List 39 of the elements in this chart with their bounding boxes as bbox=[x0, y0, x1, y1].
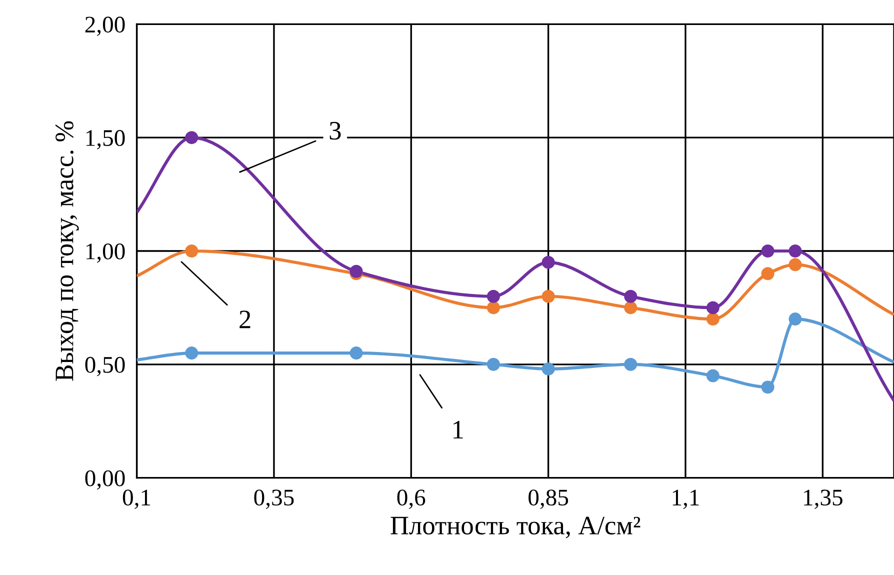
y-tick-label: 1,50 bbox=[86, 130, 125, 150]
point bbox=[350, 346, 363, 360]
y-tick-label: 0,00 bbox=[85, 470, 125, 490]
point bbox=[486, 301, 500, 314]
point bbox=[185, 346, 198, 360]
point bbox=[624, 290, 638, 303]
point bbox=[624, 301, 638, 314]
point bbox=[706, 369, 720, 382]
point bbox=[788, 244, 802, 258]
x-tick-label: 0,85 bbox=[528, 490, 568, 509]
y-tick-label: 2,00 bbox=[85, 16, 125, 36]
point bbox=[788, 312, 802, 326]
y-tick-label: 1,00 bbox=[86, 243, 125, 263]
point bbox=[542, 362, 555, 376]
x-tick-label: 1,1 bbox=[672, 490, 699, 509]
point bbox=[761, 244, 774, 258]
x-tick-label: 0,6 bbox=[397, 490, 426, 509]
x-tick-label: 1,35 bbox=[804, 490, 842, 509]
point bbox=[185, 131, 198, 144]
point bbox=[761, 380, 774, 394]
x-tick-label: 0,1 bbox=[122, 490, 150, 509]
y-axis-title: Выход по току, масс. % bbox=[56, 121, 79, 381]
point bbox=[706, 301, 720, 314]
point bbox=[486, 290, 500, 303]
point bbox=[761, 267, 774, 280]
point bbox=[542, 256, 555, 269]
y-tick-label: 0,50 bbox=[85, 356, 125, 376]
point bbox=[624, 358, 638, 371]
point bbox=[542, 290, 555, 303]
point bbox=[350, 264, 363, 278]
point bbox=[706, 312, 720, 326]
annotation: 2 bbox=[240, 310, 250, 328]
point bbox=[185, 244, 198, 258]
x-tick-label: 0,35 bbox=[254, 490, 294, 509]
annotation: 3 bbox=[330, 122, 341, 140]
x-axis-title: Плотность тока, А/см² bbox=[390, 516, 640, 538]
point bbox=[486, 358, 500, 371]
annotation: 1 bbox=[454, 420, 463, 438]
point bbox=[788, 258, 802, 272]
